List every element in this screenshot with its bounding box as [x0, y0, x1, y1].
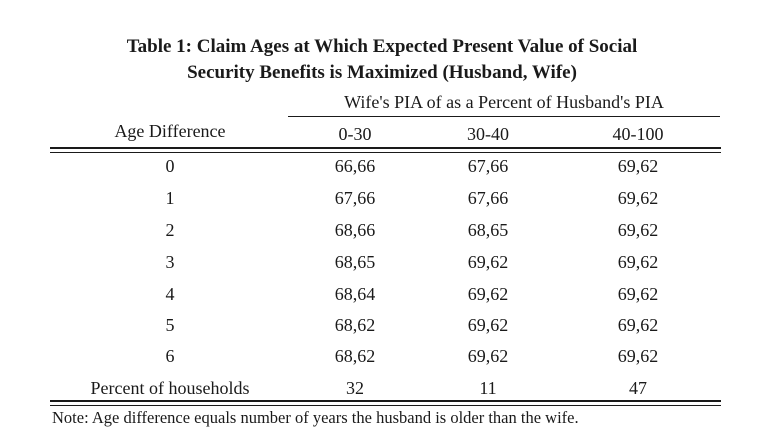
footer-double-rule — [50, 400, 721, 406]
cell-value: 68,65 — [334, 252, 376, 272]
cell-value: 67,66 — [467, 188, 509, 208]
cell-value: 69,62 — [617, 188, 659, 208]
cell-value: 68,62 — [334, 346, 376, 366]
cell-value: 69,62 — [617, 220, 659, 240]
cell-value: 67,66 — [334, 188, 376, 208]
table-row-percent-of-households: Percent of households 32 11 47 — [50, 377, 721, 409]
cell-value: 69,62 — [617, 252, 659, 272]
table-row: 3 68,65 69,62 69,62 — [50, 251, 721, 283]
header-double-rule — [50, 147, 721, 153]
cell-value: 68,65 — [467, 220, 509, 240]
cell-value: 69,62 — [467, 284, 509, 304]
row-label: 2 — [165, 220, 175, 240]
row-label: Percent of households — [90, 378, 250, 398]
cell-value: 69,62 — [467, 315, 509, 335]
stub-column-header: Age Difference — [114, 121, 226, 141]
table-title-line-2: Security Benefits is Maximized (Husband,… — [187, 62, 577, 83]
cell-value: 69,62 — [467, 252, 509, 272]
cell-value: 11 — [479, 378, 497, 398]
row-label: 5 — [165, 315, 175, 335]
cell-value: 69,62 — [617, 315, 659, 335]
cell-value: 68,66 — [334, 220, 376, 240]
spanner-rule — [288, 116, 720, 117]
cell-value: 69,62 — [617, 284, 659, 304]
cell-value: 67,66 — [467, 156, 509, 176]
table-row: 6 68,62 69,62 69,62 — [50, 345, 721, 377]
cell-value: 32 — [346, 378, 364, 398]
column-header-0-30: 0-30 — [338, 124, 372, 144]
cell-value: 47 — [629, 378, 647, 398]
row-label: 0 — [165, 156, 175, 176]
column-spanner-header: Wife's PIA of as a Percent of Husband's … — [344, 92, 664, 112]
column-header-40-100: 40-100 — [612, 124, 664, 144]
row-label: 6 — [165, 346, 175, 366]
cell-value: 66,66 — [334, 156, 376, 176]
table-row: 2 68,66 68,65 69,62 — [50, 219, 721, 251]
row-label: 3 — [165, 252, 175, 272]
cell-value: 68,64 — [334, 284, 376, 304]
cell-value: 69,62 — [617, 156, 659, 176]
table-title-line-1: Table 1: Claim Ages at Which Expected Pr… — [126, 36, 638, 57]
table-row: 5 68,62 69,62 69,62 — [50, 314, 721, 346]
table-row: 0 66,66 67,66 69,62 — [50, 155, 721, 187]
table-row: 4 68,64 69,62 69,62 — [50, 283, 721, 315]
table-note: Note: Age difference equals number of ye… — [52, 408, 579, 427]
cell-value: 68,62 — [334, 315, 376, 335]
column-header-30-40: 30-40 — [467, 124, 509, 144]
row-label: 4 — [165, 284, 175, 304]
cell-value: 69,62 — [617, 346, 659, 366]
table-row: 1 67,66 67,66 69,62 — [50, 187, 721, 219]
cell-value: 69,62 — [467, 346, 509, 366]
row-label: 1 — [165, 188, 175, 208]
